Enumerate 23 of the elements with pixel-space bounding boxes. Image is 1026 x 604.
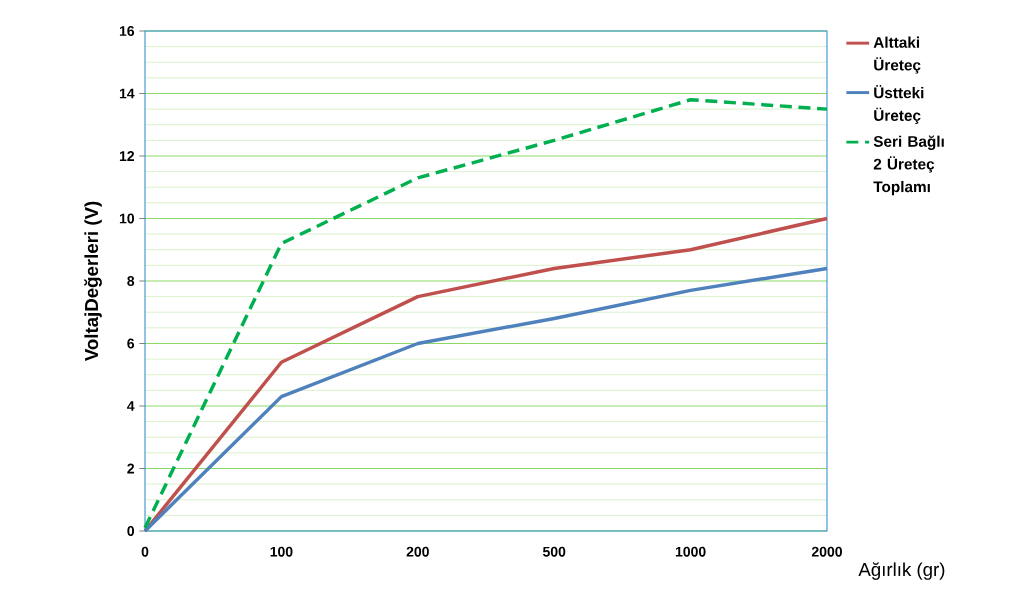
line-series — [143, 98, 829, 530]
x-tick-label: 500 — [542, 546, 566, 557]
x-tick-label: 200 — [406, 546, 429, 557]
x-tick-label: 0 — [141, 546, 149, 557]
legend-label: Seri Bağlı 2 Üreteç Toplamı — [873, 135, 944, 196]
legend-label: Alttaki Üreteç — [873, 36, 921, 74]
y-tick-label: 12 — [119, 151, 135, 161]
y-axis-title: VoltajDeğerleri (V) — [84, 201, 102, 362]
x-tick-label: 100 — [270, 546, 293, 557]
y-tick-label: 6 — [127, 338, 135, 349]
y-tick-label: 16 — [119, 26, 135, 36]
legend-label: Üstteki Üreteç — [874, 85, 924, 124]
line-series — [143, 216, 829, 533]
y-tick-label: 10 — [119, 213, 135, 224]
y-tick-label: 0 — [127, 526, 135, 536]
line-series — [143, 266, 829, 533]
y-tick-label: 4 — [127, 401, 135, 411]
y-tick-label: 14 — [119, 88, 135, 99]
y-tick-label: 2 — [127, 463, 135, 474]
x-tick-label: 2000 — [811, 546, 842, 557]
y-tick-label: 8 — [127, 276, 135, 286]
x-axis-title: Ağırlık (gr) — [858, 562, 945, 580]
x-tick-label: 1000 — [675, 546, 706, 557]
